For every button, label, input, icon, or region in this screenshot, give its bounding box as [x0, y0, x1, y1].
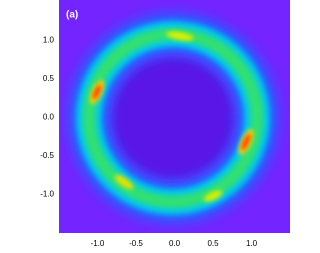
y-tick-label: 0.0 — [43, 113, 55, 122]
x-tick-label: 0.5 — [207, 239, 219, 248]
x-tick-label: -0.5 — [129, 239, 143, 248]
x-tick-label: 1.0 — [246, 239, 258, 248]
y-tick-label: 0.5 — [43, 74, 55, 83]
x-tick-label: -1.0 — [91, 239, 105, 248]
y-tick-label: -0.5 — [40, 151, 54, 160]
x-tick-label: 0.0 — [169, 239, 181, 248]
y-tick-label: 1.0 — [43, 36, 55, 45]
panel-label: (a) — [66, 10, 78, 21]
y-tick-label: -1.0 — [40, 190, 54, 199]
heatmap-image — [59, 0, 290, 233]
